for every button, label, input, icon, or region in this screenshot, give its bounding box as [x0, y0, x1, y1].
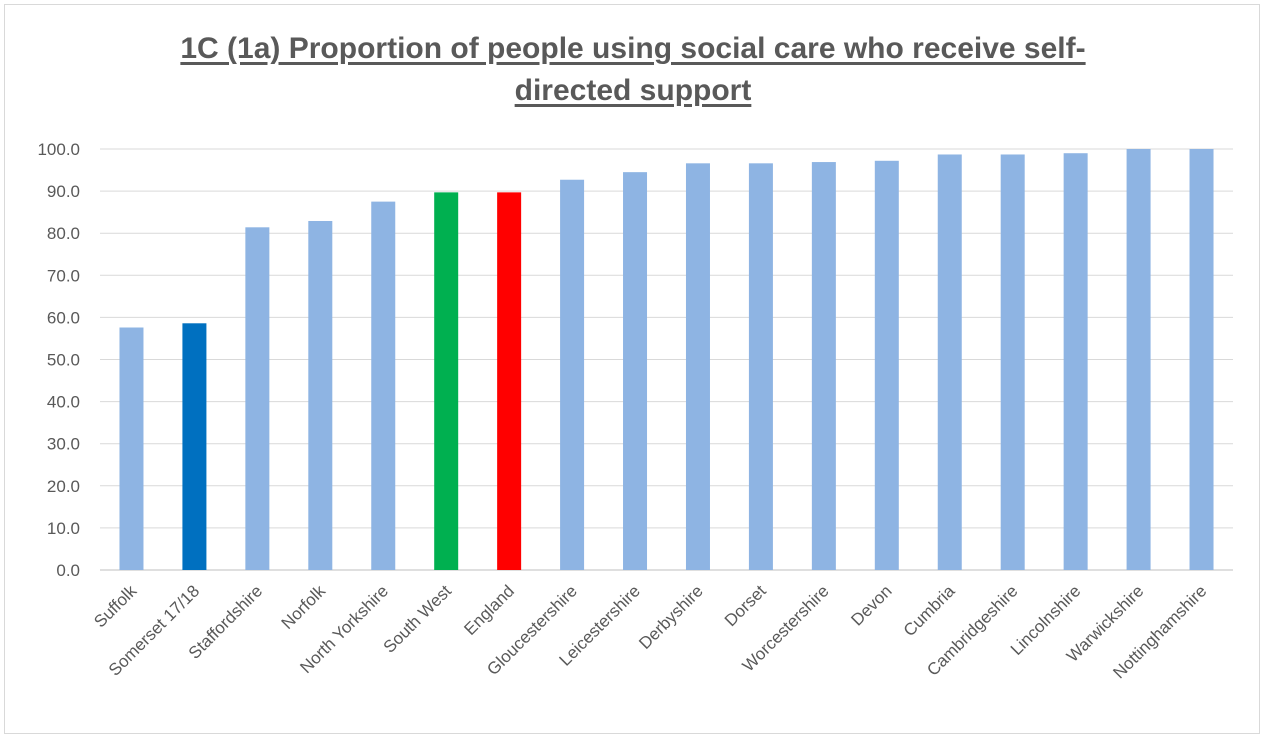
y-tick-label: 30.0 [47, 435, 80, 454]
bar-norfolk [308, 220, 333, 570]
x-tick-label: Devon [847, 581, 895, 629]
gridlines [100, 148, 1233, 571]
y-tick-label: 40.0 [47, 393, 80, 412]
x-tick-label: Dorset [721, 581, 770, 630]
bar-warwickshire [1126, 149, 1151, 570]
bar-dorset [748, 163, 773, 570]
bar-devon [874, 160, 899, 570]
y-tick-label: 80.0 [47, 224, 80, 243]
bar-north-yorkshire [371, 201, 396, 570]
y-tick-label: 50.0 [47, 351, 80, 370]
y-tick-label: 10.0 [47, 519, 80, 538]
bar-nottinghamshire [1189, 149, 1214, 570]
y-tick-label: 0.0 [56, 561, 80, 580]
chart-title: 1C (1a) Proportion of people using socia… [0, 28, 1266, 112]
bar-south-west [434, 192, 459, 570]
x-tick-label: Suffolk [90, 581, 140, 631]
bar-gloucestershire [560, 179, 585, 570]
bar-lincolnshire [1063, 153, 1088, 570]
y-tick-label: 60.0 [47, 308, 80, 327]
x-tick-label: Norfolk [278, 581, 330, 633]
bar-suffolk [119, 327, 144, 570]
bars [119, 149, 1214, 570]
x-tick-label: Derbyshire [635, 581, 707, 653]
y-tick-label: 20.0 [47, 477, 80, 496]
bar-somerset-17-18 [182, 323, 207, 570]
x-tick-label: England [460, 581, 518, 639]
bar-derbyshire [685, 163, 710, 570]
chart-title-line-2: directed support [514, 74, 752, 107]
bar-leicestershire [623, 172, 648, 570]
x-tick-label: Cumbria [900, 581, 959, 640]
y-tick-label: 90.0 [47, 182, 80, 201]
y-tick-label: 70.0 [47, 266, 80, 285]
bar-cumbria [937, 154, 962, 570]
bar-england [497, 192, 522, 570]
x-tick-label: South West [380, 581, 456, 657]
y-tick-label: 100.0 [37, 140, 80, 159]
bar-worcestershire [811, 162, 836, 570]
bar-cambridgeshire [1000, 154, 1025, 570]
bar-staffordshire [245, 227, 270, 570]
chart-title-line-1: 1C (1a) Proportion of people using socia… [180, 32, 1086, 65]
y-axis: 0.0 10.0 20.0 30.0 40.0 50.0 60.0 70.0 80.0 90.0 1… [37, 140, 80, 580]
